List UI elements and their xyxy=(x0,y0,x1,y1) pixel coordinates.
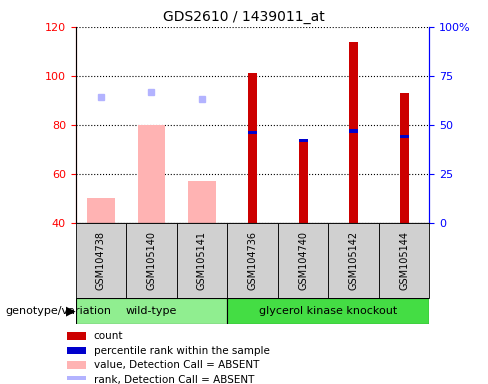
Bar xyxy=(349,129,358,132)
Bar xyxy=(227,223,278,298)
Text: GSM105144: GSM105144 xyxy=(399,231,409,290)
Bar xyxy=(126,223,177,298)
Text: glycerol kinase knockout: glycerol kinase knockout xyxy=(259,306,398,316)
Text: GDS2610 / 1439011_at: GDS2610 / 1439011_at xyxy=(163,10,325,23)
Bar xyxy=(227,298,429,324)
Text: rank, Detection Call = ABSENT: rank, Detection Call = ABSENT xyxy=(94,375,254,384)
Text: GSM104736: GSM104736 xyxy=(247,231,258,290)
Bar xyxy=(67,332,85,340)
Bar xyxy=(67,376,85,383)
Text: GSM104738: GSM104738 xyxy=(96,231,106,290)
Bar xyxy=(248,73,257,223)
Bar xyxy=(248,131,257,134)
Text: GSM105140: GSM105140 xyxy=(146,231,157,290)
Text: GSM104740: GSM104740 xyxy=(298,231,308,290)
Bar xyxy=(87,198,115,223)
Text: GSM105142: GSM105142 xyxy=(348,231,359,290)
Bar xyxy=(177,223,227,298)
Bar xyxy=(76,298,227,324)
Bar xyxy=(400,135,409,138)
Bar xyxy=(299,139,307,223)
Bar xyxy=(400,93,409,223)
Text: percentile rank within the sample: percentile rank within the sample xyxy=(94,346,270,356)
Bar xyxy=(299,139,307,142)
Text: count: count xyxy=(94,331,123,341)
Bar xyxy=(188,181,216,223)
Bar xyxy=(67,347,85,354)
Bar xyxy=(67,361,85,369)
Text: ▶: ▶ xyxy=(66,305,76,318)
Bar xyxy=(138,125,165,223)
Bar xyxy=(328,223,379,298)
Bar xyxy=(379,223,429,298)
Bar xyxy=(76,223,126,298)
Bar xyxy=(278,223,328,298)
Text: GSM105141: GSM105141 xyxy=(197,231,207,290)
Text: genotype/variation: genotype/variation xyxy=(5,306,111,316)
Text: value, Detection Call = ABSENT: value, Detection Call = ABSENT xyxy=(94,360,259,370)
Bar xyxy=(349,41,358,223)
Text: wild-type: wild-type xyxy=(126,306,177,316)
